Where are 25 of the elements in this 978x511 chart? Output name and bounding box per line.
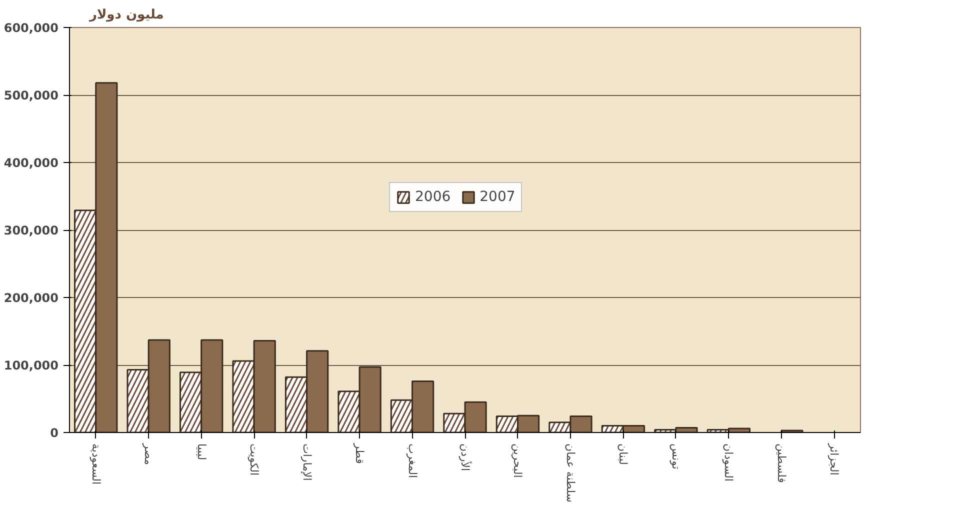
- y-tick-label: 500,000: [4, 88, 58, 102]
- y-tick-label: 200,000: [4, 291, 58, 305]
- x-tick-label: تونس: [669, 444, 682, 470]
- y-tick-label: 0: [50, 426, 59, 440]
- legend-label: 2006: [415, 189, 451, 205]
- x-tick-label: فلسطين: [774, 444, 788, 483]
- y-tick-label: 300,000: [4, 224, 58, 238]
- x-tick-label: البحرين: [511, 444, 524, 478]
- x-tick-label: الأردن: [458, 444, 472, 472]
- y-tick-label: 600,000: [4, 21, 58, 35]
- x-tick-label: مصر: [142, 442, 156, 466]
- y-tick-label: 100,000: [4, 358, 58, 372]
- x-tick-label: قطر: [353, 442, 366, 464]
- x-tick-label: المغرب: [406, 444, 419, 478]
- y-axis-title: مليون دولار: [88, 8, 164, 22]
- legend-label: 2007: [480, 189, 516, 205]
- x-tick-label: الجزائر: [828, 442, 841, 476]
- y-tick-label: 400,000: [4, 156, 58, 170]
- x-tick-label: الإمارات: [300, 444, 314, 481]
- x-tick-label: السودان: [722, 444, 736, 482]
- x-tick-label: سلطنة عمان: [564, 444, 577, 502]
- x-tick-label: الكويت: [248, 444, 261, 476]
- x-tick-label: لبنان: [616, 444, 630, 465]
- x-tick-label: السعودية: [89, 444, 102, 485]
- x-tick-label: ليبيا: [194, 444, 208, 460]
